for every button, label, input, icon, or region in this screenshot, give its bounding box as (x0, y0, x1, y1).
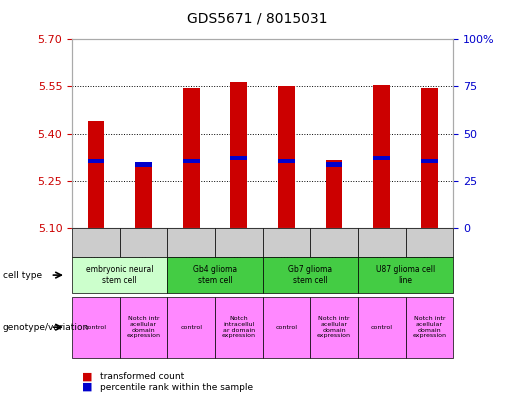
Bar (421, 159, 438, 163)
Bar (88, 159, 104, 163)
Text: control: control (371, 325, 393, 330)
Text: GDS5671 / 8015031: GDS5671 / 8015031 (187, 12, 328, 26)
Text: ■: ■ (82, 371, 93, 382)
Bar (88, 121, 104, 228)
Bar (278, 159, 295, 163)
Bar (135, 162, 152, 228)
Text: cell type: cell type (3, 271, 42, 279)
Text: Notch
intracellul
ar domain
expression: Notch intracellul ar domain expression (222, 316, 256, 338)
Bar (135, 162, 152, 167)
Bar (183, 159, 199, 163)
Text: control: control (180, 325, 202, 330)
Text: embryonic neural
stem cell: embryonic neural stem cell (86, 265, 153, 285)
Text: control: control (85, 325, 107, 330)
Text: Notch intr
acellular
domain
expression: Notch intr acellular domain expression (317, 316, 351, 338)
Text: Notch intr
acellular
domain
expression: Notch intr acellular domain expression (413, 316, 447, 338)
Text: percentile rank within the sample: percentile rank within the sample (100, 383, 253, 391)
Bar (278, 86, 295, 228)
Text: transformed count: transformed count (100, 372, 185, 381)
Bar (231, 156, 247, 160)
Text: ■: ■ (82, 382, 93, 392)
Bar (326, 160, 342, 228)
Text: Notch intr
acellular
domain
expression: Notch intr acellular domain expression (127, 316, 161, 338)
Bar (183, 88, 199, 228)
Bar (326, 162, 342, 167)
Bar (373, 85, 390, 228)
Text: Gb7 glioma
stem cell: Gb7 glioma stem cell (288, 265, 332, 285)
Bar (421, 88, 438, 228)
Bar (231, 82, 247, 228)
Text: Gb4 glioma
stem cell: Gb4 glioma stem cell (193, 265, 237, 285)
Text: control: control (276, 325, 298, 330)
Text: genotype/variation: genotype/variation (3, 323, 89, 332)
Text: U87 glioma cell
line: U87 glioma cell line (376, 265, 435, 285)
Bar (373, 156, 390, 160)
